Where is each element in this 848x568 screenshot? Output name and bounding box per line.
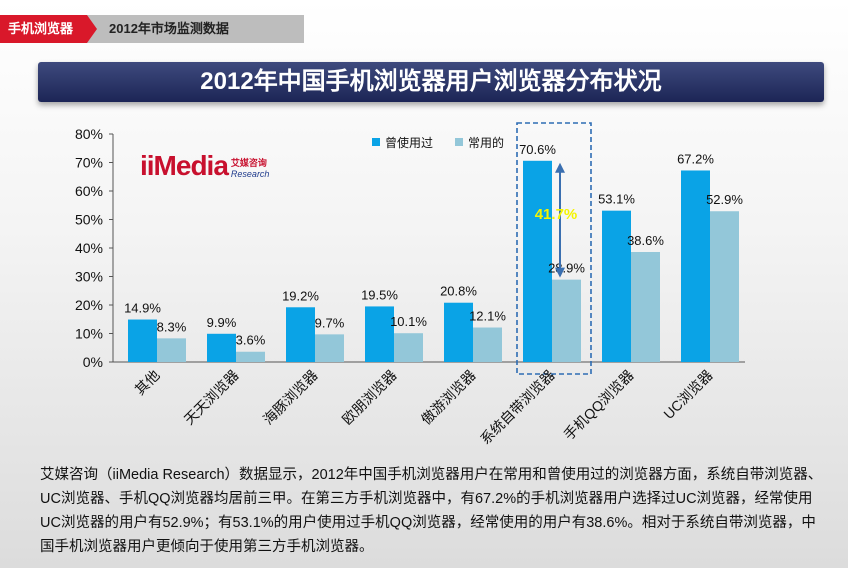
iimedia-logo: iiMedia 艾媒咨询 Research [140,150,269,182]
bar [394,333,423,362]
y-tick-label: 20% [75,297,103,313]
breadcrumb-section[interactable]: 手机浏览器 [0,15,98,43]
y-tick-label: 50% [75,212,103,228]
bar [315,334,344,362]
data-label: 9.9% [207,315,237,330]
legend-swatch [372,138,380,146]
logo-en-text: Research [230,169,270,179]
y-tick-label: 70% [75,155,103,171]
data-label: 9.7% [315,315,345,330]
arrow-head-down [555,267,565,278]
data-label: 28.9% [548,261,585,276]
bar [444,302,473,362]
bar [207,333,236,362]
y-tick-label: 80% [75,126,103,142]
bar-chart: 0% 10% 20% 30% 40% 50% 60% 70% 80% 14.9% 8.3% 其他 9.9… [75,122,745,448]
bar [236,351,265,362]
data-label: 14.9% [124,301,161,316]
data-label: 20.8% [440,284,477,299]
category-label: 其他 [132,367,163,398]
y-tick-label: 30% [75,269,103,285]
bar [710,211,739,362]
bar [602,210,631,362]
data-label: 67.2% [677,151,714,166]
bar [631,251,660,362]
category-label: 天天浏览器 [181,367,242,428]
bar [473,327,502,362]
data-label: 8.3% [157,319,187,334]
legend-swatch [455,138,463,146]
y-tick-label: 10% [75,326,103,342]
category-label: 欧朋浏览器 [339,367,400,428]
logo-main-text: iiMedia [140,150,229,181]
y-tick-label: 0% [83,354,103,370]
category-label: UC浏览器 [660,367,715,422]
bar [552,279,581,362]
data-label: 70.6% [519,142,556,157]
legend-label: 常用的 [468,135,504,150]
category-label: 系统自带浏览器 [477,367,558,448]
category-label: 手机QQ浏览器 [560,367,636,443]
category-label: 傲游浏览器 [418,367,479,428]
breadcrumb: 手机浏览器 2012年市场监测数据 [0,15,305,43]
bar [286,307,315,362]
data-label: 19.5% [361,287,398,302]
annotation-label: 41.7% [535,206,578,223]
bar [128,319,157,362]
data-label: 53.1% [598,192,635,207]
y-tick-label: 60% [75,183,103,199]
page-title: 2012年中国手机浏览器用户浏览器分布状况 [38,62,824,102]
legend-label: 曾使用过 [385,135,433,150]
breadcrumb-page: 2012年市场监测数据 [87,15,305,43]
data-label: 3.6% [236,333,266,348]
arrow-head-up [555,162,565,173]
bar [365,306,394,362]
category-label: 海豚浏览器 [260,367,321,428]
data-label: 12.1% [469,309,506,324]
data-label: 38.6% [627,233,664,248]
data-label: 10.1% [390,314,427,329]
data-label: 52.9% [706,192,743,207]
bar [681,170,710,362]
logo-cn-text: 艾媒咨询 [230,158,267,168]
bar [523,160,552,362]
description-text: 艾媒咨询（iiMedia Research）数据显示，2012年中国手机浏览器用… [40,467,823,555]
data-label: 19.2% [282,288,319,303]
bar [157,338,186,362]
y-tick-label: 40% [75,240,103,256]
highlight-box [516,122,592,375]
